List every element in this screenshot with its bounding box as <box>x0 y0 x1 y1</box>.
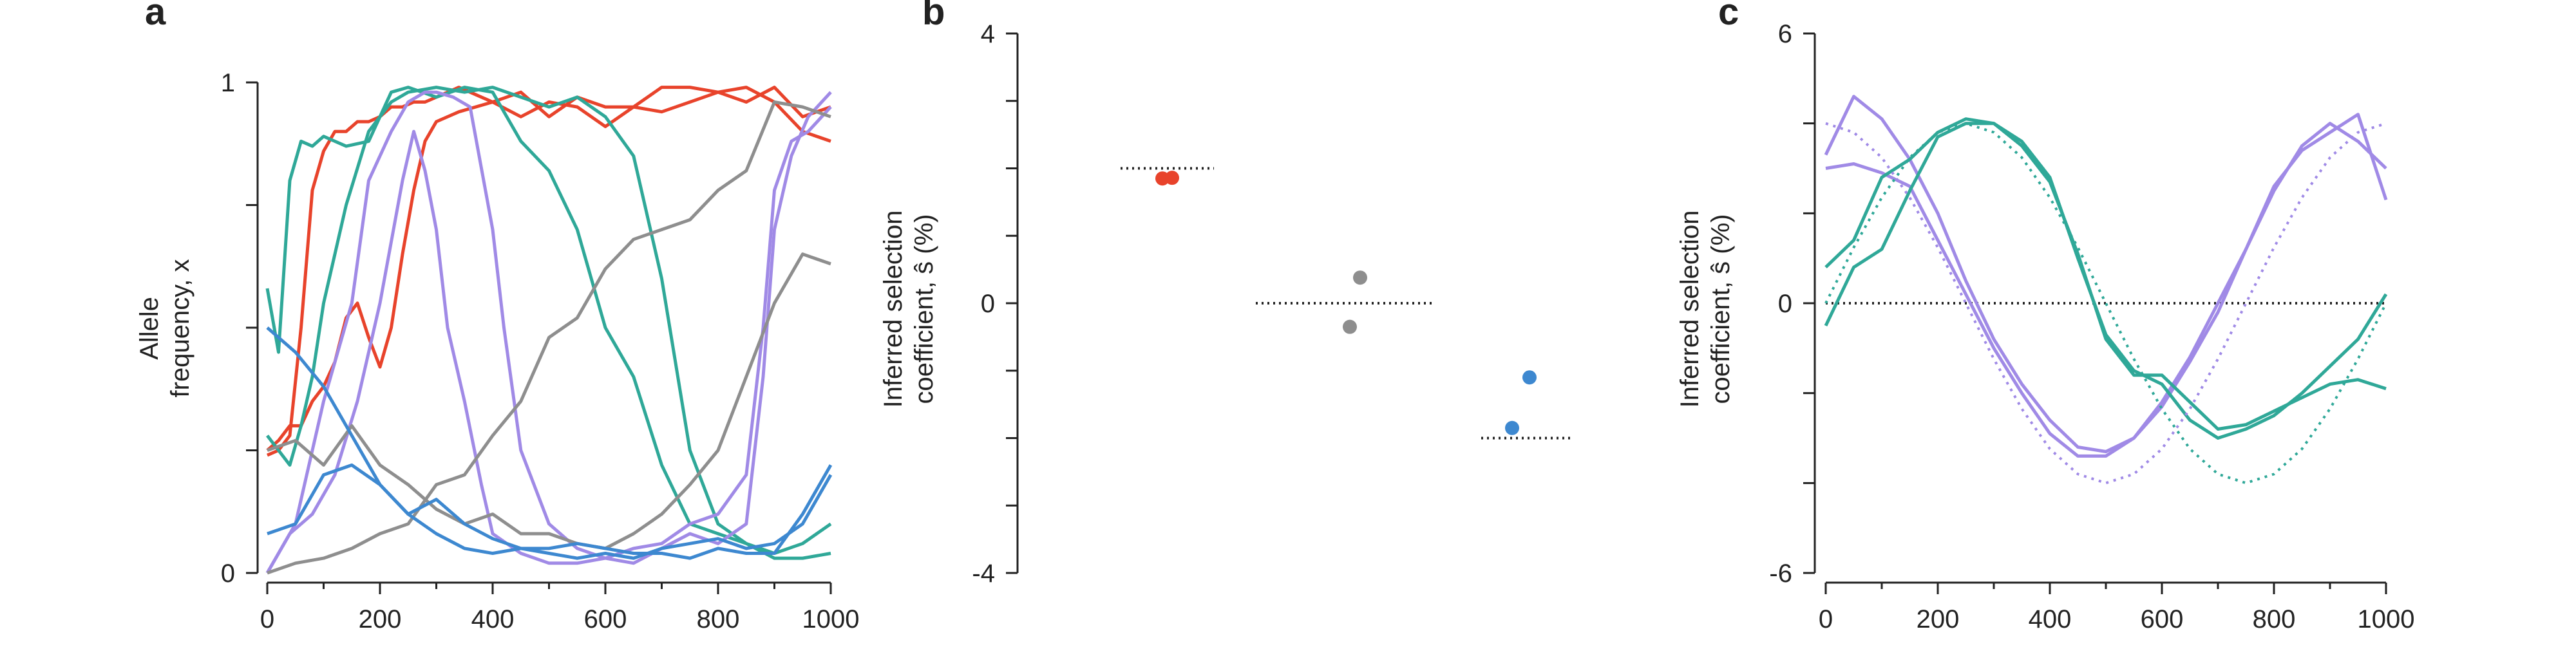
y-tick-label: 6 <box>1778 20 1792 48</box>
x-tick-label: 1000 <box>802 605 860 633</box>
x-tick-label: 600 <box>2141 605 2184 633</box>
y-axis-label-line1: Allele <box>135 297 164 360</box>
y-tick-label: 1 <box>221 69 235 97</box>
inferred-point-gray <box>1353 270 1367 285</box>
x-tick-label: 800 <box>2253 605 2296 633</box>
panel-c: c 6 0 -6 0 200 400 600 800 1000 Inferred selection… <box>1676 0 2414 633</box>
y-axis-label: Inferred selection coefficient, ŝ (%) <box>1676 211 1735 408</box>
x-tick-label: 200 <box>1917 605 1960 633</box>
y-tick-label: 4 <box>981 20 995 48</box>
y-tick-label: 0 <box>981 290 995 318</box>
inferred-selection-curve-teal-2 <box>1824 117 2388 440</box>
y-tick-label: -6 <box>1769 559 1792 588</box>
panel-c-letter: c <box>1718 0 1739 33</box>
y-axis-label-line2: coefficient, ŝ (%) <box>1707 214 1735 404</box>
x-tick-label: 600 <box>584 605 627 633</box>
y-tick-label: -4 <box>972 559 995 588</box>
inferred-point-red <box>1165 171 1179 185</box>
x-tick-label: 200 <box>359 605 402 633</box>
inferred-point-blue <box>1505 420 1519 435</box>
x-tick-label: 800 <box>697 605 740 633</box>
panel-b: b 4 0 -4 Inferred selection coefficient, ŝ (%… <box>879 0 1571 588</box>
allele-trajectory-teal-2 <box>265 86 832 555</box>
inferred-point-blue <box>1522 370 1537 385</box>
y-tick-label: 0 <box>1778 290 1792 318</box>
allele-trajectory-gray-6 <box>267 100 831 575</box>
y-axis-label-line2: frequency, x <box>166 259 194 398</box>
y-tick-label: 0 <box>221 559 235 588</box>
allele-trajectory-blue-8 <box>266 326 833 560</box>
panel-a: a 1 00 200 400 600 800 1000 Allele frequency, x <box>135 0 859 633</box>
panel-b-letter: b <box>922 0 945 33</box>
x-tick-label: 400 <box>2029 605 2072 633</box>
y-axis-label: Inferred selection coefficient, ŝ (%) <box>879 211 938 408</box>
x-tick-label: 400 <box>471 605 515 633</box>
x-tick-label: 0 <box>1819 605 1833 633</box>
y-axis-label: Allele frequency, x <box>135 259 194 398</box>
y-axis-label-line2: coefficient, ŝ (%) <box>910 214 938 404</box>
inferred-selection-curve-purple-1 <box>1825 113 2388 458</box>
allele-trajectory-gray-7 <box>267 252 831 550</box>
y-axis-label-line1: Inferred selection <box>879 211 907 408</box>
y-axis-label-line1: Inferred selection <box>1676 211 1704 408</box>
x-tick-label: 1000 <box>2358 605 2415 633</box>
allele-trajectory-purple-4 <box>265 90 832 574</box>
inferred-point-gray <box>1343 319 1357 334</box>
panel-a-letter: a <box>145 0 166 33</box>
allele-trajectory-red-1 <box>266 86 831 452</box>
x-tick-label: 0 <box>260 605 274 633</box>
allele-trajectory-teal-3 <box>266 86 831 560</box>
inferred-selection-curve-teal-3 <box>1824 122 2387 431</box>
allele-trajectory-blue-9 <box>267 463 833 560</box>
allele-trajectory-red-0 <box>267 86 831 457</box>
